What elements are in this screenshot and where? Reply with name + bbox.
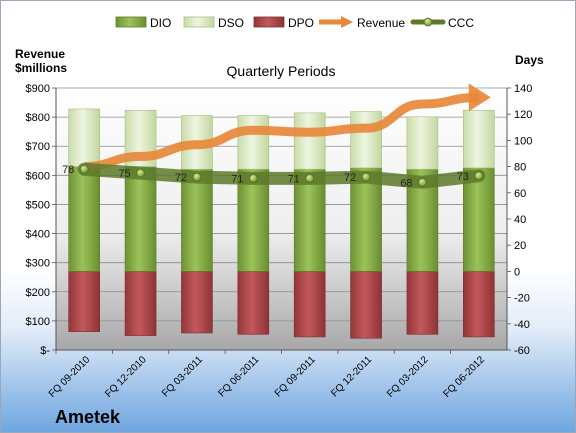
- bar-dpo: [406, 271, 439, 335]
- legend: DIO DSO DPO Revenue CCC: [115, 16, 474, 30]
- legend-swatch-dpo: [253, 16, 285, 28]
- right-tick-label: 40: [514, 214, 526, 226]
- left-tick-label: $300: [26, 258, 50, 270]
- ccc-data-label: 72: [175, 172, 187, 184]
- right-axis-title: Days: [515, 53, 544, 67]
- bar-dso: [350, 111, 382, 169]
- right-tick-label: 20: [514, 240, 526, 252]
- x-tick-label-fq-03-2012: FQ 03-2012: [385, 354, 431, 400]
- ccc-point: [361, 172, 371, 182]
- revenue-line: [84, 92, 479, 172]
- left-tick-label: $700: [26, 141, 50, 153]
- legend-label-dpo: DPO: [288, 16, 314, 30]
- ccc-data-label: 71: [231, 173, 243, 185]
- ccc-data-label: 73: [457, 171, 469, 183]
- right-tick-label: 100: [514, 135, 532, 147]
- right-tick-label: 140: [514, 83, 532, 95]
- ccc-point: [305, 173, 315, 183]
- left-tick-label: $800: [26, 112, 50, 124]
- ccc-data-label: 72: [344, 172, 356, 184]
- legend-label-dso: DSO: [218, 16, 244, 30]
- legend-swatch-dio: [115, 16, 147, 28]
- ccc-data-label: 78: [62, 164, 74, 176]
- legend-swatch-dso: [183, 16, 215, 28]
- right-tick-label: -40: [514, 319, 530, 331]
- bar-dso: [68, 108, 100, 167]
- left-axis-title-line2: $millions: [15, 61, 67, 75]
- ccc-data-label: 71: [288, 173, 300, 185]
- left-tick-label: $600: [26, 170, 50, 182]
- bar-dio: [237, 168, 270, 272]
- x-tick-label-fq-12-2010: FQ 12-2010: [103, 354, 149, 400]
- ccc-line: [77, 162, 486, 189]
- ccc-point: [474, 171, 484, 181]
- left-tick-label: $400: [26, 229, 50, 241]
- x-tick-label-fq-09-2010: FQ 09-2010: [47, 354, 93, 400]
- left-axis-title-line1: Revenue: [15, 47, 65, 61]
- bar-dso: [237, 115, 270, 170]
- legend-swatch-revenue: [319, 16, 353, 28]
- right-tick-label: -60: [514, 345, 530, 357]
- company-name: Ametek: [55, 407, 121, 427]
- x-tick-label-fq-06-2012: FQ 06-2012: [441, 354, 487, 400]
- bar-dio: [350, 167, 382, 272]
- right-tick-label: 0: [514, 266, 520, 278]
- bar-dpo: [463, 271, 495, 338]
- bar-dpo: [124, 271, 157, 336]
- bar-dio: [463, 167, 495, 272]
- left-tick-label: $200: [26, 287, 50, 299]
- bar-dso: [293, 112, 326, 170]
- ccc-point: [79, 164, 89, 174]
- ccc-point: [418, 177, 427, 187]
- right-tick-label: -20: [514, 293, 530, 305]
- bar-dso: [406, 116, 439, 170]
- legend-label-dio: DIO: [150, 16, 171, 30]
- x-tick-label-fq-06-2011: FQ 06-2011: [216, 354, 261, 399]
- legend-label-revenue: Revenue: [357, 16, 405, 30]
- bar-dpo: [293, 271, 326, 338]
- left-tick-label: $100: [26, 316, 50, 328]
- right-tick-label: 120: [514, 109, 532, 121]
- x-tick-label-fq-09-2011: FQ 09-2011: [273, 354, 318, 399]
- legend-swatch-ccc: [410, 17, 446, 27]
- chart-title: Quarterly Periods: [227, 63, 336, 79]
- x-tick-label-fq-03-2011: FQ 03-2011: [160, 354, 205, 399]
- right-tick-label: 60: [514, 188, 526, 200]
- bar-dio: [181, 168, 213, 272]
- left-tick-label: $500: [26, 199, 50, 211]
- bar-dio: [293, 168, 326, 272]
- ccc-data-label: 68: [400, 177, 412, 189]
- ccc-point: [248, 173, 258, 183]
- bar-dio: [124, 166, 157, 272]
- x-tick-label-fq-12-2011: FQ 12-2011: [329, 354, 374, 399]
- left-tick-label: $-: [40, 345, 50, 357]
- bar-dpo: [237, 271, 270, 335]
- revenue-arrowhead: [468, 83, 491, 112]
- bar-dpo: [350, 271, 382, 339]
- ccc-data-label: 75: [118, 168, 130, 180]
- bar-dio: [68, 166, 100, 272]
- ccc-point: [136, 168, 145, 178]
- ccc-point: [192, 172, 202, 182]
- bar-dpo: [181, 271, 213, 334]
- left-tick-label: $900: [26, 83, 50, 95]
- legend-label-ccc: CCC: [448, 16, 474, 30]
- right-tick-label: 80: [514, 162, 526, 174]
- bar-dpo: [68, 271, 100, 332]
- bar-dso: [463, 109, 495, 169]
